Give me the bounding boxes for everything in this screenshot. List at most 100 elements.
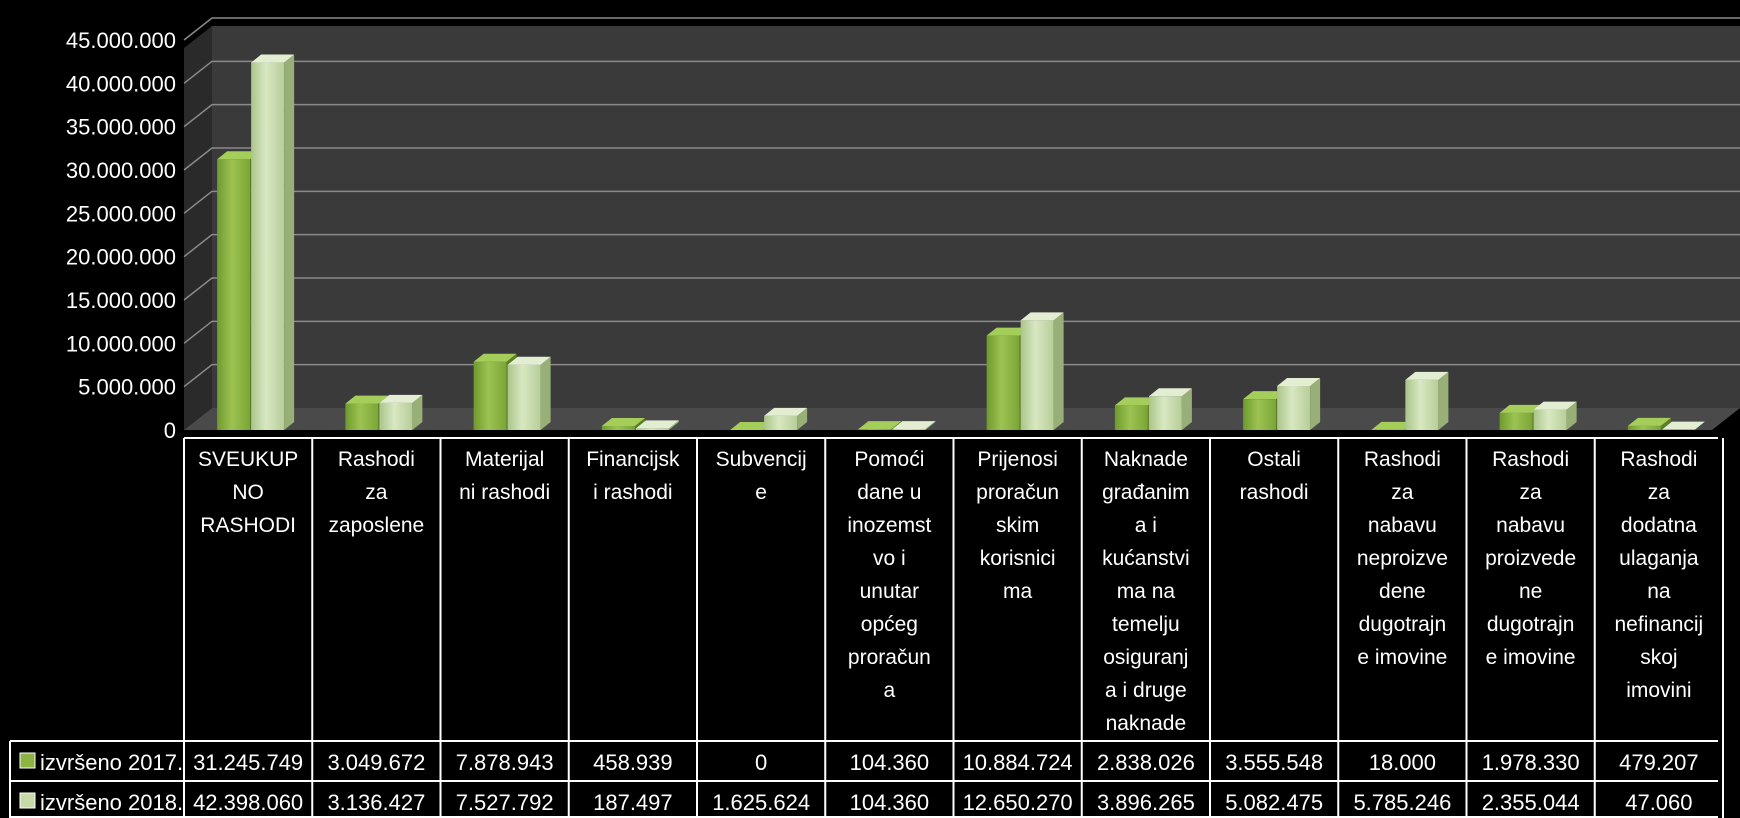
category-label: Rashodi (1492, 448, 1569, 471)
category-label: e (755, 481, 767, 504)
bar-top (858, 421, 902, 430)
bar-2018 (1533, 401, 1577, 430)
bar-front (345, 403, 379, 430)
category-label: RASHODI (200, 514, 296, 537)
data-table: SVEUKUP NO RASHODI 31.245.749 42.398.060 Rash… (9, 437, 1724, 818)
bar-2018 (1020, 312, 1064, 430)
gridline (183, 147, 1740, 171)
gridline (183, 233, 1740, 258)
floor (184, 408, 1740, 430)
bar-2017 (858, 421, 902, 430)
bar-side (634, 418, 645, 430)
bar-front (1499, 412, 1533, 430)
bar-front (507, 364, 541, 430)
bars (217, 54, 1705, 431)
bar-top (1114, 397, 1158, 406)
gridline (183, 190, 1740, 214)
bar-2018 (764, 407, 808, 430)
bar-side (540, 356, 551, 430)
bar-2017 (1627, 417, 1671, 430)
category-label: unutar (860, 580, 920, 603)
bar-2018 (1148, 388, 1192, 430)
y-tick-label: 5.000.000 (78, 375, 176, 400)
category-label: nabavu (1368, 514, 1437, 537)
bar-top (251, 54, 295, 63)
bar-front (1020, 320, 1054, 430)
y-tick-label: 15.000.000 (66, 288, 176, 313)
plot-background (184, 26, 1740, 430)
y-tick-label: 30.000.000 (66, 158, 176, 183)
category-label: Rashodi (1364, 448, 1441, 471)
data-cell-value: 2.355.044 (1482, 790, 1580, 815)
category-label: građanim (1102, 481, 1190, 504)
category-label: a (884, 679, 896, 702)
bar-top (1405, 371, 1449, 380)
bar-side (1310, 377, 1321, 430)
data-cell-value: 31.245.749 (193, 750, 303, 775)
data-cell-value: 1.978.330 (1482, 750, 1580, 775)
data-cell-value: 47.060 (1625, 790, 1692, 815)
bar-top (730, 422, 774, 430)
bar-front (601, 426, 635, 430)
category-label: naknade (1106, 712, 1187, 735)
bar-front (1627, 425, 1661, 430)
category-label: a i (1135, 514, 1157, 537)
category-label: skim (996, 514, 1039, 537)
category-label: ni rashodi (459, 481, 550, 504)
y-tick-label: 45.000.000 (66, 28, 176, 53)
category-label: Ostali (1247, 448, 1301, 471)
side-wall (184, 26, 212, 430)
bar-top (601, 418, 645, 427)
data-cell-value: 3.136.427 (327, 790, 425, 815)
data-cell-value: 42.398.060 (193, 790, 303, 815)
category-label: Rashodi (338, 448, 415, 471)
category-label: proračun (848, 646, 931, 669)
category-label: dodatna (1621, 514, 1697, 537)
bar-front (1533, 409, 1567, 430)
bar-front (1405, 379, 1439, 430)
legend-label: izvršeno 2017. (40, 750, 183, 775)
gridline (183, 277, 1740, 301)
y-tick-label: 10.000.000 (66, 331, 176, 356)
bar-top (986, 327, 1030, 336)
bar-front (986, 335, 1020, 430)
data-cell-value: 5.785.246 (1353, 790, 1451, 815)
back-wall (212, 26, 1740, 408)
bar-side (668, 420, 679, 430)
category-label: proračun (976, 481, 1059, 504)
bar-front (251, 62, 285, 431)
category-label: temelju (1112, 613, 1180, 636)
bar-top (473, 353, 517, 362)
bar-side (797, 407, 808, 430)
bar-2017 (1371, 421, 1415, 430)
data-cell-value: 1.625.624 (712, 790, 810, 815)
bar-top (1661, 421, 1705, 430)
category-label: ne (1519, 580, 1542, 603)
y-tick-label: 40.000.000 (66, 71, 176, 96)
bar-side (925, 421, 936, 430)
category-label: Subvencij (716, 448, 807, 471)
bar-top (1371, 421, 1415, 430)
category-label: općeg (861, 613, 918, 636)
bar-top (1243, 391, 1287, 400)
data-cell-value: 479.207 (1619, 750, 1699, 775)
gridlines (183, 17, 1740, 388)
bar-front (379, 402, 413, 430)
bar-2017 (730, 422, 774, 430)
bar-top (892, 421, 936, 430)
category-label: vo i (873, 547, 906, 570)
data-cell-value: 18.000 (1369, 750, 1436, 775)
category-label: korisnici (980, 547, 1056, 570)
data-cell-value: 3.049.672 (327, 750, 425, 775)
y-tick-label: 35.000.000 (66, 115, 176, 140)
category-label: neproizve (1357, 547, 1448, 570)
y-tick-label: 0 (164, 418, 176, 443)
category-label: ulaganja (1619, 547, 1699, 570)
bar-2018 (635, 420, 679, 430)
bar-top (764, 407, 808, 416)
data-cell-value: 104.360 (850, 790, 930, 815)
bar-side (1053, 312, 1064, 430)
legend-label: izvršeno 2018. (40, 790, 183, 815)
bar-side (1660, 417, 1671, 430)
